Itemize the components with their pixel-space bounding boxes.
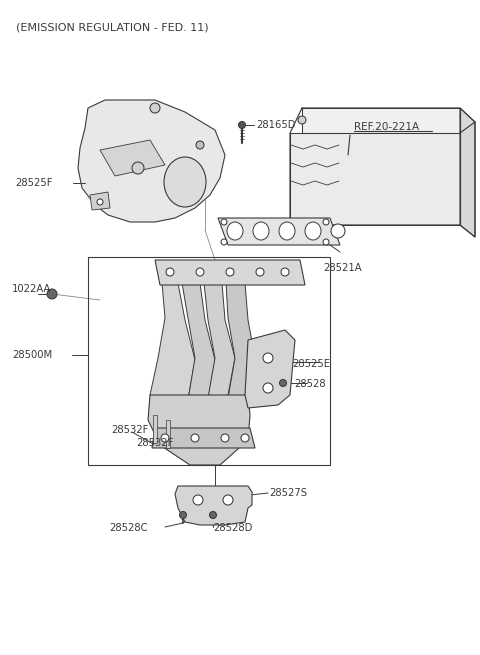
- Polygon shape: [78, 100, 225, 222]
- Circle shape: [132, 162, 144, 174]
- Bar: [88, 257, 330, 465]
- Ellipse shape: [227, 222, 243, 240]
- Circle shape: [239, 121, 245, 128]
- Polygon shape: [302, 108, 460, 133]
- Ellipse shape: [164, 157, 206, 207]
- Circle shape: [161, 434, 169, 442]
- Text: 28532F: 28532F: [111, 425, 148, 435]
- Circle shape: [97, 199, 103, 205]
- Circle shape: [180, 512, 187, 519]
- Text: 28521A: 28521A: [323, 263, 361, 273]
- Polygon shape: [245, 330, 295, 408]
- Text: 28500M: 28500M: [12, 350, 52, 360]
- Text: 28525F: 28525F: [15, 178, 52, 188]
- Circle shape: [223, 495, 233, 505]
- Text: 28528D: 28528D: [213, 523, 252, 533]
- Circle shape: [263, 383, 273, 393]
- Circle shape: [281, 268, 289, 276]
- Text: 28165D: 28165D: [256, 120, 296, 130]
- Polygon shape: [175, 486, 252, 525]
- Ellipse shape: [279, 222, 295, 240]
- Polygon shape: [166, 420, 170, 448]
- Circle shape: [263, 353, 273, 363]
- Circle shape: [279, 379, 287, 386]
- Circle shape: [193, 495, 203, 505]
- Circle shape: [331, 224, 345, 238]
- Polygon shape: [150, 283, 195, 430]
- Text: 1022AA: 1022AA: [12, 284, 51, 294]
- Circle shape: [256, 268, 264, 276]
- Polygon shape: [200, 283, 235, 430]
- Circle shape: [323, 219, 329, 225]
- Circle shape: [191, 434, 199, 442]
- Ellipse shape: [253, 222, 269, 240]
- Text: REF.20-221A: REF.20-221A: [354, 122, 419, 132]
- Circle shape: [150, 103, 160, 113]
- Circle shape: [298, 116, 306, 124]
- Polygon shape: [155, 260, 305, 285]
- Circle shape: [241, 434, 249, 442]
- Polygon shape: [290, 133, 460, 225]
- Polygon shape: [180, 283, 215, 430]
- Circle shape: [196, 268, 204, 276]
- Circle shape: [221, 239, 227, 245]
- Text: 28528: 28528: [294, 379, 325, 389]
- Circle shape: [47, 289, 57, 299]
- Text: 28527S: 28527S: [269, 488, 307, 498]
- Polygon shape: [153, 415, 157, 443]
- Text: 28528C: 28528C: [109, 523, 147, 533]
- Text: 28525E: 28525E: [292, 359, 330, 369]
- Polygon shape: [460, 108, 475, 237]
- Circle shape: [221, 434, 229, 442]
- Circle shape: [196, 141, 204, 149]
- Circle shape: [221, 219, 227, 225]
- Polygon shape: [220, 283, 255, 430]
- Circle shape: [323, 239, 329, 245]
- Polygon shape: [148, 395, 250, 465]
- Polygon shape: [100, 140, 165, 176]
- Polygon shape: [152, 428, 255, 448]
- Text: 28532F: 28532F: [136, 438, 173, 448]
- Polygon shape: [90, 192, 110, 210]
- Circle shape: [226, 268, 234, 276]
- Circle shape: [166, 268, 174, 276]
- Text: (EMISSION REGULATION - FED. 11): (EMISSION REGULATION - FED. 11): [16, 23, 209, 33]
- Polygon shape: [218, 218, 340, 245]
- Ellipse shape: [305, 222, 321, 240]
- Circle shape: [209, 512, 216, 519]
